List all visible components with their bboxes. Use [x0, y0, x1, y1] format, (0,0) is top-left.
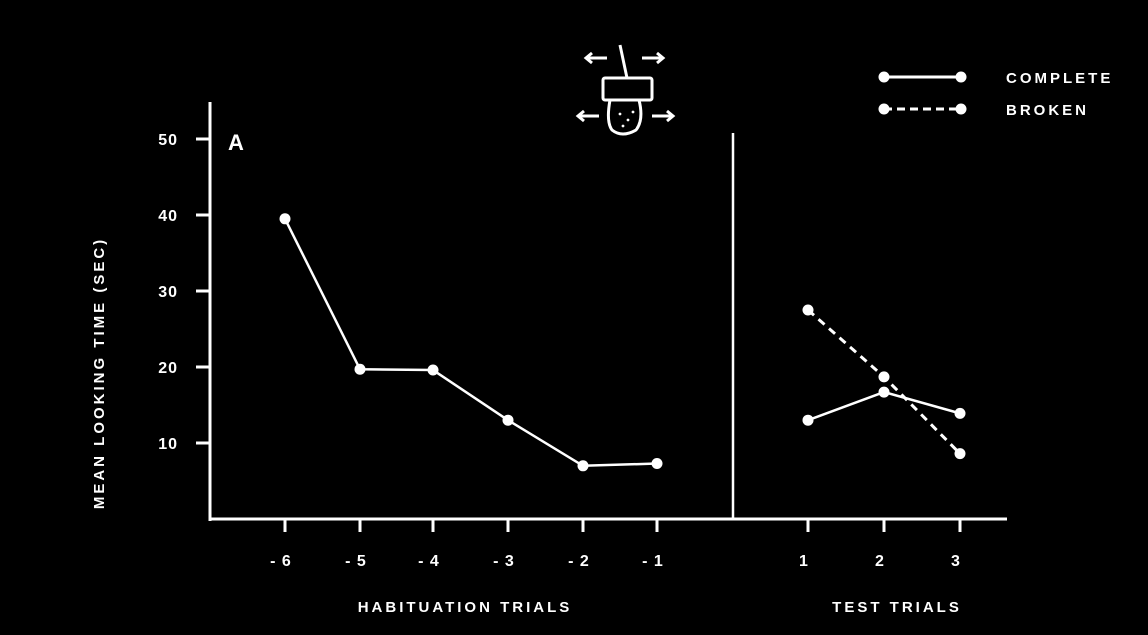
test-broken-point [878, 371, 890, 383]
axes [196, 102, 1007, 532]
test-x-tick-label: 1 [799, 553, 809, 570]
panel-label: A [228, 130, 244, 155]
habituation-x-tick-label: - 4 [418, 553, 440, 570]
habituation-x-tick-label: - 5 [345, 553, 367, 570]
habituation-x-tick-label: - 1 [642, 553, 664, 570]
y-tick-label: 50 [158, 132, 178, 149]
habituation-complete-point [502, 414, 514, 426]
habituation-x-tick-label: - 3 [493, 553, 515, 570]
habituation-complete-point [427, 364, 439, 376]
y-tick-label: 20 [158, 360, 178, 377]
test-x-axis-title: TEST TRIALS [832, 599, 962, 616]
habituation-complete-point [354, 363, 366, 375]
habituation-x-tick-label: - 2 [568, 553, 590, 570]
habituation-complete-point [577, 460, 589, 472]
labels: 10 20 30 40 50 - 6 - 5 - 4 - 3 - 2 - 1 1 2 3 HABITUATI… [91, 70, 1113, 616]
test-complete-point [878, 386, 890, 398]
stimulus-illustration-icon [575, 44, 676, 136]
y-tick-label: 30 [158, 284, 178, 301]
test-complete-point [954, 407, 966, 419]
y-tick-label: 40 [158, 208, 178, 225]
legend-broken-label: BROKEN [1006, 102, 1089, 119]
legend-complete-marker [955, 71, 967, 83]
test-broken-point [954, 448, 966, 460]
habituation-x-tick-label: - 6 [270, 553, 292, 570]
test-x-tick-label: 3 [951, 553, 961, 570]
habituation-complete-point [651, 458, 663, 470]
test-complete-point [802, 414, 814, 426]
habituation-complete-point [279, 213, 291, 225]
habituation-complete-line [283, 218, 658, 468]
legend-broken-marker [955, 103, 967, 115]
legend-broken-marker [878, 103, 890, 115]
legend-complete-label: COMPLETE [1006, 70, 1113, 87]
test-broken-point [802, 304, 814, 316]
test-x-tick-label: 2 [875, 553, 885, 570]
legend-complete-marker [878, 71, 890, 83]
y-axis-title: MEAN LOOKING TIME (SEC) [91, 237, 108, 509]
y-tick-label: 10 [158, 436, 178, 453]
series-layer [279, 213, 966, 472]
habituation-x-axis-title: HABITUATION TRIALS [358, 599, 573, 616]
